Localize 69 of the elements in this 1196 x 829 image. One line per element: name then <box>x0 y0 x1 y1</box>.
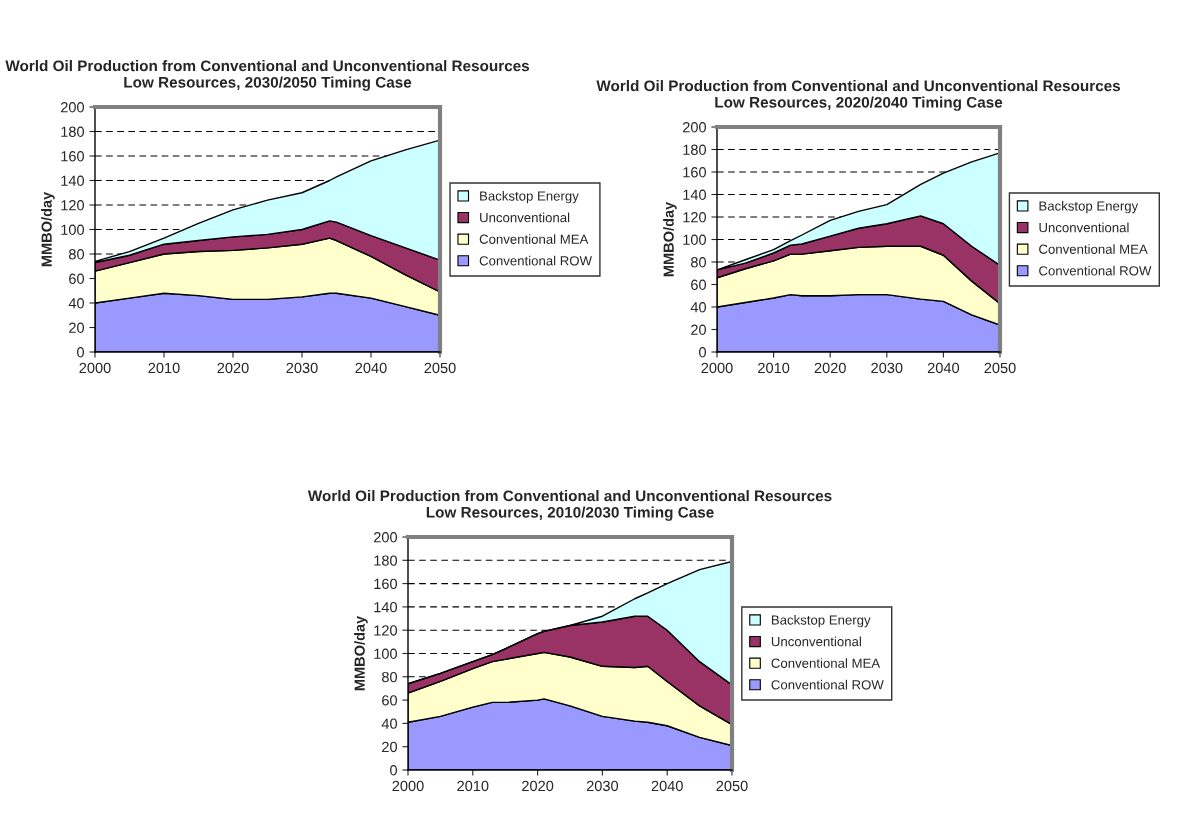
legend-label: Backstop Energy <box>480 190 579 204</box>
x-tick-label: 2040 <box>651 780 683 792</box>
x-tick-label: 2030 <box>586 780 619 792</box>
y-axis-title: MMBO/day <box>41 191 55 267</box>
x-tick-label: 2030 <box>871 362 903 374</box>
legend-label: Conventional MEA <box>771 658 881 668</box>
legend-label: Conventional MEA <box>479 234 589 244</box>
y-tick-label: 80 <box>382 671 398 683</box>
y-tick-label: 20 <box>382 741 398 753</box>
y-tick-label: 200 <box>682 122 707 133</box>
legend-label: Conventional ROW <box>771 679 884 690</box>
y-tick-label: 160 <box>374 578 398 590</box>
y-tick-label: 0 <box>77 347 85 358</box>
y-tick-label: 200 <box>373 532 398 543</box>
y-tick-label: 0 <box>390 765 398 776</box>
y-tick-label: 120 <box>683 212 707 223</box>
x-tick-label: 2020 <box>217 362 249 374</box>
chart-title: World Oil Production from Conventional and Unconventional Resources Low Resources, 2030/2050 Timing Case <box>5 60 530 91</box>
y-axis-title: MMBO/day <box>354 615 368 691</box>
legend-label: Backstop Energy <box>1039 200 1139 214</box>
x-tick-label: 2040 <box>927 362 960 374</box>
legend-label: Conventional ROW <box>1039 265 1152 276</box>
y-tick-label: 100 <box>683 234 707 245</box>
y-tick-label: 160 <box>61 151 85 162</box>
x-tick-label: 2010 <box>758 362 790 374</box>
y-tick-label: 180 <box>374 555 398 566</box>
x-tick-label: 2010 <box>457 780 489 792</box>
y-tick-label: 100 <box>61 224 85 235</box>
x-tick-label: 2050 <box>984 362 1016 374</box>
y-tick-label: 120 <box>61 200 85 211</box>
x-tick-label: 2000 <box>392 780 424 792</box>
x-tick-label: 2040 <box>355 362 387 374</box>
y-tick-label: 40 <box>68 298 85 309</box>
y-tick-label: 180 <box>683 144 707 155</box>
chart-title: World Oil Production from Conventional and Unconventional Resources Low Resources, 2020/2040 Timing Case <box>596 80 1121 111</box>
y-tick-label: 20 <box>691 324 707 335</box>
legend-label: Unconventional <box>771 636 861 647</box>
legend-label: Conventional ROW <box>479 255 592 266</box>
y-tick-label: 160 <box>683 167 707 178</box>
y-tick-label: 180 <box>61 126 85 137</box>
y-tick-label: 80 <box>691 257 707 268</box>
y-tick-label: 200 <box>60 102 85 113</box>
y-tick-label: 40 <box>381 718 398 729</box>
x-tick-label: 2020 <box>814 362 846 374</box>
legend-label: Unconventional <box>480 212 570 223</box>
legend-label: Unconventional <box>1039 222 1129 233</box>
chart-title: World Oil Production from Conventional and Unconventional Resources Low Resources, 2010/2030 Timing Case <box>307 490 832 521</box>
x-tick-label: 2010 <box>148 362 180 374</box>
x-tick-label: 2050 <box>716 780 748 792</box>
legend-label: Conventional MEA <box>1039 244 1148 254</box>
y-tick-label: 40 <box>690 302 707 313</box>
y-tick-label: 140 <box>683 189 707 200</box>
y-tick-label: 60 <box>382 695 398 706</box>
y-tick-label: 20 <box>69 322 85 333</box>
x-tick-label: 2000 <box>79 362 111 374</box>
y-tick-label: 60 <box>69 273 85 284</box>
x-tick-label: 2050 <box>424 362 456 374</box>
x-tick-label: 2030 <box>286 362 318 374</box>
y-tick-label: 120 <box>374 625 398 636</box>
legend-label: Backstop Energy <box>771 614 871 628</box>
y-axis-title: MMBO/day <box>663 201 677 277</box>
y-tick-label: 60 <box>691 279 707 290</box>
y-tick-label: 0 <box>699 347 707 358</box>
y-tick-label: 140 <box>61 175 85 186</box>
x-tick-label: 2020 <box>522 780 554 792</box>
y-tick-label: 140 <box>374 602 398 613</box>
y-tick-label: 80 <box>69 249 85 260</box>
x-tick-label: 2000 <box>701 362 733 374</box>
y-tick-label: 100 <box>374 648 398 659</box>
